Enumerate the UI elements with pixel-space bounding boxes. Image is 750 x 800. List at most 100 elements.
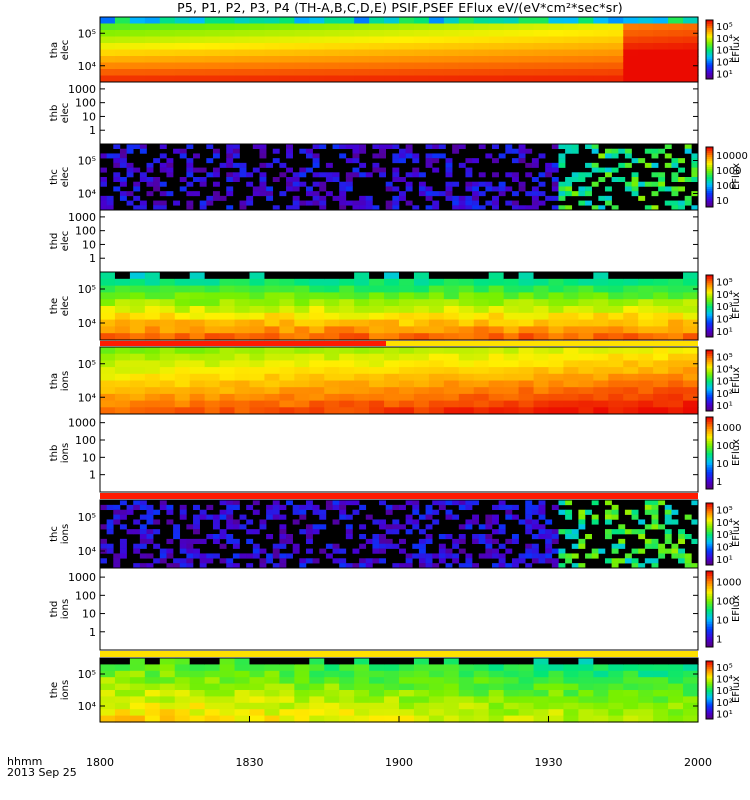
- spectrogram-cell: [384, 407, 400, 415]
- colorbar-segment: [706, 462, 713, 466]
- spectrogram-cell: [465, 200, 473, 206]
- spectrogram-cell: [578, 172, 586, 178]
- spectrogram-cell: [144, 30, 161, 38]
- spectrogram-cell: [369, 312, 385, 321]
- spectrogram-cell: [294, 709, 310, 717]
- spectrogram-cell: [558, 162, 566, 168]
- spectrogram-cell: [425, 563, 433, 569]
- spectrogram-cell: [354, 17, 370, 25]
- colorbar-segment: [706, 560, 713, 564]
- spectrogram-cell: [533, 353, 550, 361]
- spectrogram-cell: [204, 75, 221, 83]
- spectrogram-cell: [585, 191, 592, 197]
- spectrogram-cell: [324, 43, 340, 51]
- spectrogram-cell: [264, 292, 280, 300]
- spectrogram-cell: [638, 534, 646, 540]
- spectrogram-cell: [618, 162, 626, 168]
- spectrogram-cell: [246, 172, 254, 178]
- spectrogram-cell: [204, 30, 221, 38]
- colorbar-segment: [706, 548, 713, 552]
- spectrogram-cell: [683, 670, 699, 678]
- spectrogram-cell: [219, 69, 236, 77]
- spectrogram-cell: [219, 285, 236, 293]
- spectrogram-cell: [608, 353, 624, 361]
- spectrogram-cell: [312, 195, 320, 201]
- spectrogram-cell: [159, 696, 176, 704]
- spectrogram-cell: [488, 677, 505, 685]
- colorbar-tick-label: 10⁴: [716, 675, 733, 686]
- spectrogram-cell: [189, 36, 206, 44]
- spectrogram-cell: [671, 543, 679, 549]
- spectrogram-cell: [144, 658, 161, 665]
- spectrogram-cell: [312, 172, 320, 178]
- spectrogram-cell: [159, 30, 176, 38]
- spectrogram-cell: [309, 75, 325, 83]
- colorbar-segment: [706, 695, 713, 699]
- spectrogram-cell: [379, 534, 387, 540]
- spectrogram-cell: [399, 407, 415, 415]
- colorbar-segment: [706, 402, 713, 406]
- spectrogram-cell: [525, 563, 533, 569]
- spectrogram-cell: [174, 272, 191, 280]
- spectrogram-cell: [139, 543, 147, 549]
- colorbar-segment: [706, 189, 713, 192]
- spectrogram-cell: [558, 563, 566, 569]
- spectrogram-cell: [369, 360, 385, 368]
- spectrogram-cell: [604, 195, 612, 201]
- colorbar-segment: [706, 303, 713, 307]
- spectrogram-cell: [531, 524, 539, 530]
- spectrogram-cell: [563, 353, 579, 361]
- spectrogram-cell: [129, 367, 146, 375]
- spectrogram-cell: [653, 709, 669, 717]
- spectrogram-cell: [189, 43, 206, 51]
- spectrogram-cell: [548, 373, 565, 382]
- spectrogram-cell: [591, 205, 599, 211]
- spectrogram-cell: [443, 278, 460, 287]
- spectrogram-cell: [488, 658, 505, 665]
- spectrogram-cell: [179, 514, 187, 520]
- spectrogram-cell: [531, 509, 539, 515]
- spectrogram-cell: [452, 200, 460, 206]
- spectrogram-cell: [173, 534, 181, 540]
- spectrogram-cell: [146, 529, 154, 535]
- spectrogram-cell: [533, 702, 550, 710]
- colorbar-segment: [706, 576, 713, 580]
- spectrogram-cell: [644, 205, 652, 211]
- spectrogram-cell: [684, 558, 692, 564]
- spectrogram-cell: [219, 36, 236, 44]
- colorbar-segment: [706, 165, 713, 168]
- spectrogram-cell: [392, 519, 400, 525]
- spectrogram-cell: [545, 548, 553, 554]
- spectrogram-cell: [392, 158, 400, 164]
- spectrogram-cell: [668, 299, 684, 307]
- spectrogram-cell: [511, 172, 519, 178]
- colorbar-segment: [706, 149, 713, 152]
- colorbar-segment: [706, 664, 713, 668]
- spectrogram-cell: [249, 387, 266, 395]
- spectrogram-cell: [234, 30, 251, 38]
- spectrogram-cell: [119, 548, 127, 554]
- spectrogram-cell: [399, 148, 406, 154]
- spectrogram-cell: [671, 172, 679, 178]
- spectrogram-cell: [129, 670, 146, 678]
- spectrogram-cell: [551, 186, 559, 192]
- spectrogram-cell: [399, 715, 415, 723]
- spectrogram-cell: [114, 387, 131, 395]
- spectrogram-cell: [114, 23, 131, 31]
- colorbar-segment: [706, 457, 713, 461]
- spectrogram-cell: [392, 504, 400, 511]
- spectrogram-cell: [324, 326, 340, 334]
- spectrogram-cell: [651, 191, 659, 197]
- spectrogram-cell: [445, 548, 453, 554]
- spectrogram-cell: [443, 683, 460, 691]
- spectrogram-cell: [548, 69, 565, 77]
- spectrogram-cell: [279, 524, 287, 530]
- spectrogram-cell: [369, 400, 385, 408]
- spectrogram-cell: [458, 709, 475, 717]
- colorbar-segment: [706, 611, 713, 615]
- spectrogram-cell: [239, 167, 247, 173]
- spectrogram-cell: [503, 285, 520, 293]
- spectrogram-cell: [384, 56, 400, 64]
- colorbar-segment: [706, 697, 713, 701]
- spectrogram-cell: [563, 347, 579, 355]
